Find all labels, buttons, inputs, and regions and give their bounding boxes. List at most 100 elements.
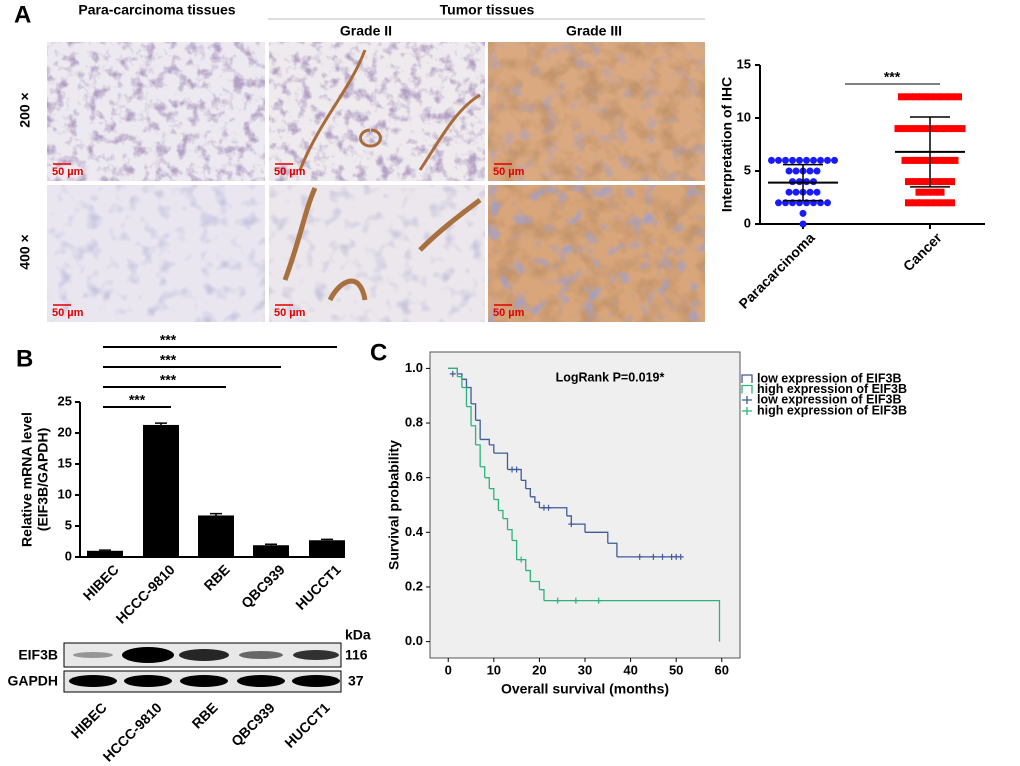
data-point	[789, 178, 796, 186]
data-point	[908, 156, 917, 164]
annotation: LogRank P=0.019*	[556, 370, 665, 384]
x-axis-label: Overall survival (months)	[501, 681, 669, 697]
survival-step	[521, 479, 527, 489]
data-point	[929, 125, 938, 133]
data-point	[947, 199, 955, 207]
y-tick-label: 25	[58, 393, 72, 408]
x-tick-label: 50	[669, 662, 683, 677]
scale-bar-label: 50 µm	[52, 307, 84, 319]
survival-step	[507, 528, 513, 541]
data-point	[912, 178, 920, 186]
data-point	[768, 156, 775, 164]
band	[122, 647, 174, 663]
legend-label: low expression of EIF3B	[757, 371, 901, 385]
data-point	[929, 188, 938, 196]
data-point	[824, 199, 831, 207]
bar	[143, 424, 179, 557]
legend-label: high expression of EIF3B	[757, 382, 907, 396]
error-bar	[210, 512, 222, 516]
y-tick-label: 15	[58, 455, 72, 470]
panel-label: C	[370, 339, 387, 366]
data-point	[799, 220, 807, 228]
data-point	[905, 93, 913, 101]
bar	[198, 515, 234, 557]
kda-value: 37	[348, 673, 364, 689]
legend-censor-icon	[742, 407, 752, 415]
data-point	[957, 125, 966, 133]
data-point	[908, 125, 917, 133]
survival-step	[448, 367, 459, 377]
x-tick-label: 30	[578, 662, 592, 677]
data-point	[806, 188, 814, 196]
survival-step	[539, 589, 545, 601]
legend-label: low expression of EIF3B	[757, 392, 901, 406]
grade-header: Grade III	[566, 23, 622, 39]
survival-step	[475, 419, 481, 440]
survival-step	[525, 487, 531, 497]
data-point	[803, 178, 810, 186]
censor-mark	[677, 553, 684, 560]
data-point	[905, 199, 913, 207]
data-point	[792, 188, 800, 196]
scale-bar-label: 50 µm	[52, 166, 84, 178]
band	[292, 675, 340, 687]
error-bar	[265, 543, 277, 546]
x-tick-label: Cancer	[900, 229, 945, 274]
data-point	[950, 156, 959, 164]
data-point	[806, 167, 814, 175]
significance-label: ***	[129, 392, 146, 408]
data-point	[940, 178, 948, 186]
y-tick-label: 5	[65, 517, 72, 532]
y-tick-label: 1.0	[405, 360, 423, 375]
micrograph-texture	[269, 185, 485, 322]
data-point	[933, 93, 941, 101]
censor-mark	[545, 504, 552, 511]
significance-label: ***	[160, 352, 177, 368]
data-point	[926, 199, 934, 207]
error-bar	[155, 422, 167, 425]
data-point	[789, 156, 796, 164]
survival-step	[466, 405, 472, 426]
stained-vessel	[298, 49, 481, 171]
data-point	[813, 188, 821, 196]
plot-area	[429, 351, 741, 659]
x-tick-label: HCCC-9810	[113, 561, 178, 626]
data-point	[919, 93, 927, 101]
x-tick-label: 10	[487, 662, 501, 677]
survival-step	[480, 438, 490, 445]
y-tick-label: 0.6	[405, 469, 423, 484]
data-point	[919, 199, 927, 207]
censor-mark	[449, 370, 456, 377]
band	[73, 652, 113, 658]
magnification-label: 200 ×	[17, 92, 33, 127]
survival-step	[571, 523, 586, 533]
survival-step	[534, 501, 541, 508]
scale-bar-label: 50 µm	[493, 307, 525, 319]
data-point	[799, 209, 807, 217]
data-point	[954, 93, 962, 101]
data-point	[936, 125, 945, 133]
x-tick-label: 40	[623, 662, 637, 677]
grade-header: Grade II	[340, 23, 392, 39]
scale-bar-label: 50 µm	[274, 307, 306, 319]
band	[180, 675, 228, 687]
survival-step	[493, 498, 500, 511]
data-point	[796, 178, 803, 186]
survival-step	[471, 425, 477, 445]
significance-label: ***	[160, 372, 177, 388]
data-point	[796, 156, 803, 164]
panel-label: B	[16, 345, 33, 372]
data-point	[810, 178, 817, 186]
significance-label: ***	[160, 332, 177, 348]
x-tick-label: QBC939	[238, 561, 288, 611]
data-point	[782, 156, 789, 164]
survival-step	[585, 531, 609, 544]
panel-label: A	[14, 1, 31, 28]
data-point	[824, 156, 831, 164]
y-tick-label: 0.0	[405, 633, 423, 648]
survival-step	[530, 496, 536, 503]
data-point	[905, 178, 913, 186]
censor-mark	[636, 553, 643, 560]
